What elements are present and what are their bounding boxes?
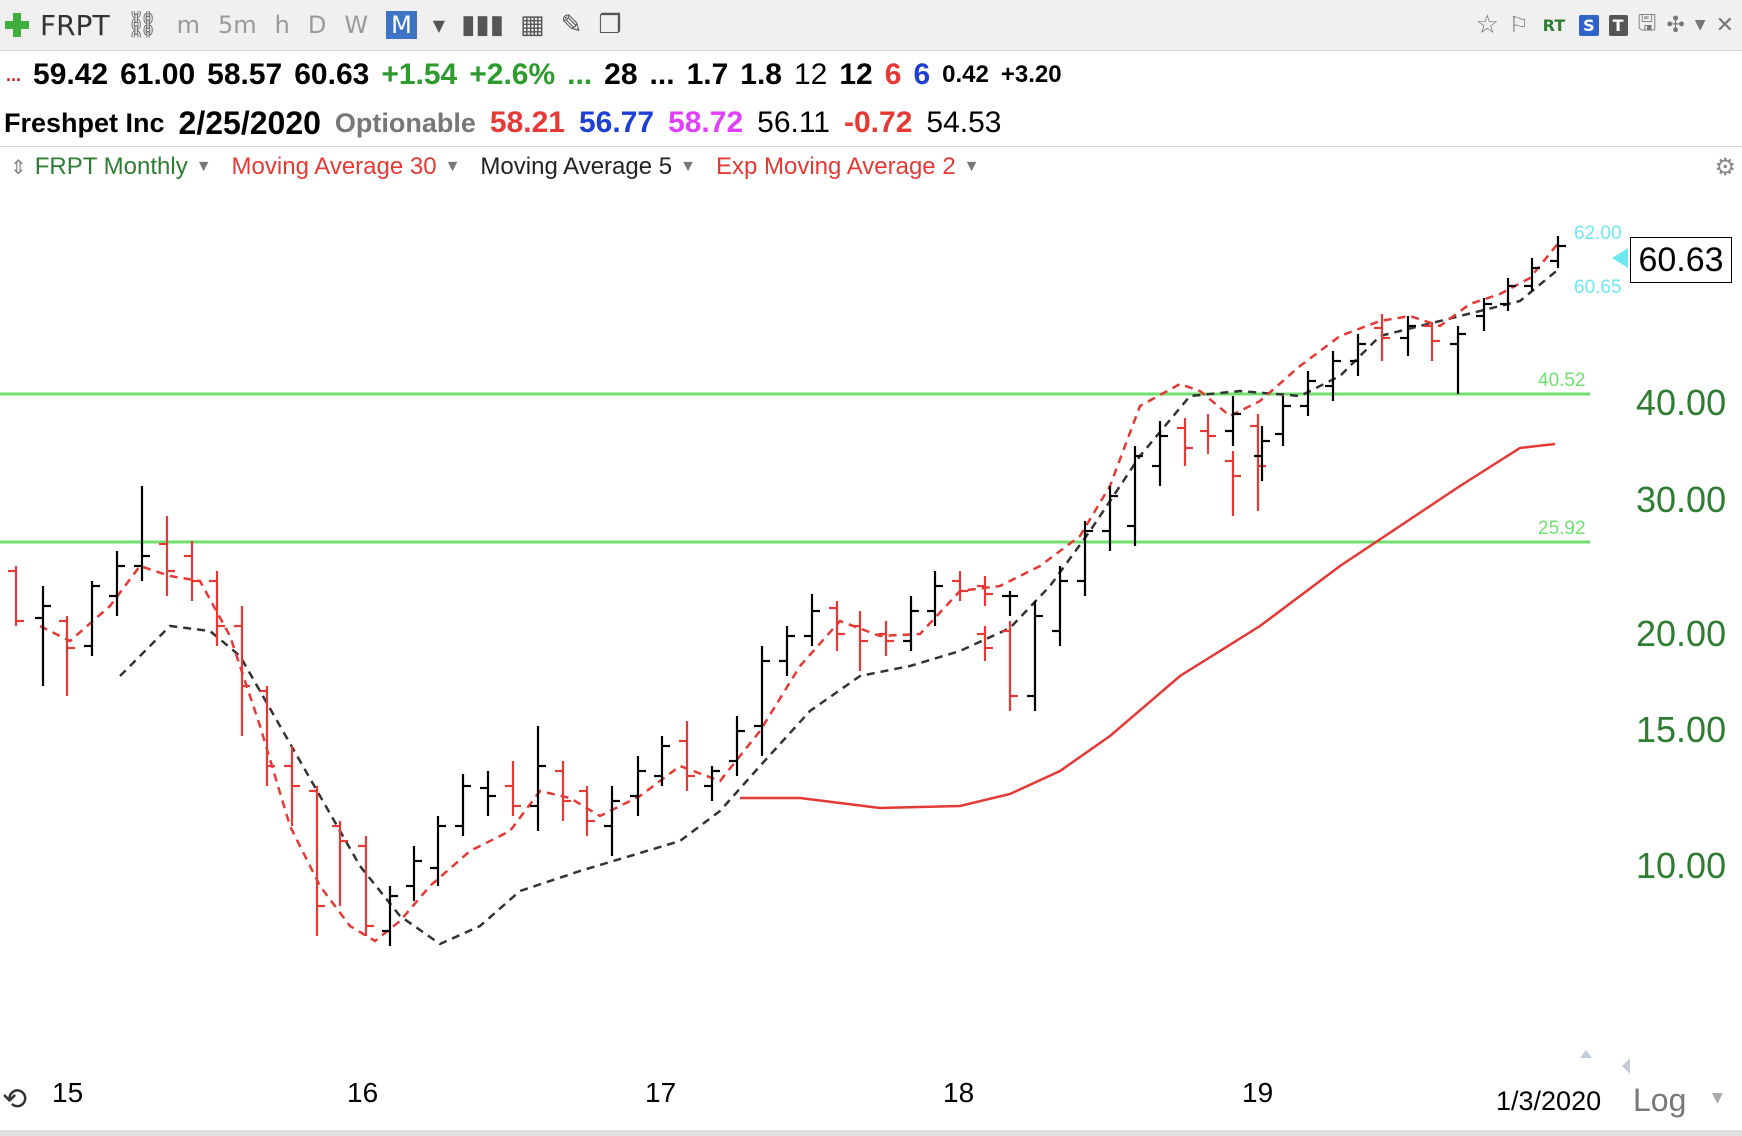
indicator-label: FRPT Monthly [34,153,188,180]
timeframe-minute[interactable]: m [176,11,200,39]
price-label-20: 20.00 [1636,613,1726,654]
low-value: 58.57 [207,58,283,91]
x-label-17: 17 [645,1077,676,1108]
price-label-10: 10.00 [1636,845,1726,886]
log-scale-toggle[interactable]: Log [1633,1082,1687,1118]
level-label-25-92: 25.92 [1538,518,1586,539]
price-label-30: 30.00 [1636,479,1726,520]
x-label-15: 15 [52,1077,83,1108]
value-3: 1.8 [740,58,782,91]
value-e: -0.72 [844,106,913,139]
ellipsis: ... [649,58,675,91]
symbol-label[interactable]: FRPT [40,8,110,42]
level-label-60-65: 60.65 [1574,277,1622,298]
price-chart[interactable]: 62.00 60.65 40.52 25.92 40.00 30.00 20.0… [0,186,1742,1126]
link-icon[interactable]: ⛓ [125,10,159,40]
indicator-legend: ⇕ FRPT Monthly ▼ Moving Average 30 ▼ Mov… [0,146,1742,187]
bottom-scrollbar[interactable] [0,1130,1742,1136]
scroll-left-icon[interactable] [1622,1058,1630,1074]
ohlc-bars [8,236,1566,946]
last-price-box: 60.63 [1630,237,1732,283]
company-name: Freshpet Inc [4,107,165,138]
realtime-button[interactable]: RT [1542,15,1566,35]
indicator-ma5[interactable]: Moving Average 5 ▼ [480,153,696,181]
save-icon[interactable]: 🖫 [1637,11,1657,36]
change-value: +1.54 [381,58,458,91]
level-label-62: 62.00 [1574,223,1622,244]
chevron-down-icon: ▼ [680,158,696,175]
x-label-19: 19 [1242,1077,1273,1108]
chevron-down-icon: ▼ [195,158,212,175]
value-7: 6 [913,58,931,91]
value-d: 56.11 [757,106,830,139]
chevron-down-icon: ▼ [963,158,980,175]
value-5: 12 [839,58,873,91]
s-button[interactable]: S [1579,14,1599,36]
value-c: 58.72 [668,106,744,139]
ema2-line [39,240,1561,943]
indicator-frpt-monthly[interactable]: FRPT Monthly ▼ [35,153,212,181]
chevron-down-icon[interactable]: ▼ [1712,1090,1723,1106]
value-f: 54.53 [926,106,1002,139]
indicator-label: Moving Average 5 [480,153,673,180]
timeframe-week[interactable]: W [344,11,369,39]
close-icon[interactable]: ✕ [1715,12,1734,38]
settings-icon[interactable]: ⚙ [1714,154,1736,181]
value-8: 0.42 [942,61,989,88]
quote-line-1: ... 59.42 61.00 58.57 60.63 +1.54 +2.6% … [0,52,1742,98]
x-label-18: 18 [943,1077,974,1108]
value-6: 6 [884,58,902,91]
value-a: 58.21 [489,106,565,139]
star-icon[interactable]: ☆ [1475,10,1499,40]
x-label-16: 16 [347,1077,378,1108]
indicator-label: Exp Moving Average 2 [715,153,956,180]
value-1: 28 [604,58,638,91]
chart-toolbar: FRPT ⛓ m 5m h D W M ▼ ▮▮▮ ▦ ✎ ❐ ☆ ⚐ RT S… [0,0,1742,51]
add-symbol-icon[interactable] [2,10,32,40]
refresh-icon[interactable]: ⟲ [2,1082,28,1117]
move-icon[interactable]: ✣ [1666,12,1685,38]
timeframe-hour[interactable]: h [274,11,290,39]
value-4: 12 [794,58,828,91]
price-label-15: 15.00 [1636,709,1726,750]
pencil-icon[interactable]: ✎ [560,10,583,40]
ma30-line [740,442,1556,810]
price-label-40: 40.00 [1636,382,1726,423]
quote-date: 2/25/2020 [178,104,321,141]
scroll-up-icon[interactable] [1580,1050,1592,1058]
ma5-line [119,267,1561,946]
open-value: 59.42 [33,58,109,91]
high-value: 61.00 [120,58,196,91]
ellipsis: ... [6,64,22,85]
quote-line-2: Freshpet Inc 2/25/2020 Optionable 58.21 … [0,100,1742,146]
timeframe-day[interactable]: D [307,11,327,39]
chevron-down-icon[interactable]: ▼ [1694,17,1706,33]
price-marker [1612,248,1628,268]
indicator-ma30[interactable]: Moving Average 30 ▼ [232,153,461,181]
value-2: 1.7 [686,58,729,91]
bar-chart-icon[interactable]: ▮▮▮ [461,10,505,40]
timeframe-selector: m 5m h D W M [159,11,417,39]
timeframe-5min[interactable]: 5m [217,11,257,39]
t-button[interactable]: T [1608,14,1628,36]
optionable-label: Optionable [334,107,476,138]
ellipsis: ... [567,58,593,91]
indicator-ema2[interactable]: Exp Moving Average 2 ▼ [716,153,980,181]
resize-icon[interactable]: ⇕ [10,156,27,179]
chevron-down-icon: ▼ [444,158,461,175]
last-date-label: 1/3/2020 [1496,1086,1602,1116]
value-b: 56.77 [578,106,655,139]
table-icon[interactable]: ▦ [520,10,545,40]
toolbar-right: ☆ ⚐ RT S T 🖫 ✣ ▼ ✕ [1476,6,1734,44]
change-percent: +2.6% [469,58,556,91]
chevron-down-icon[interactable]: ▼ [432,15,446,35]
flag-icon[interactable]: ⚐ [1508,12,1529,38]
value-9: +3.20 [1000,61,1062,88]
close-value: 60.63 [294,58,370,91]
indicator-label: Moving Average 30 [231,153,437,180]
timeframe-month[interactable]: M [386,11,417,39]
level-label-40-52: 40.52 [1538,370,1586,391]
notes-icon[interactable]: ❐ [598,10,622,40]
